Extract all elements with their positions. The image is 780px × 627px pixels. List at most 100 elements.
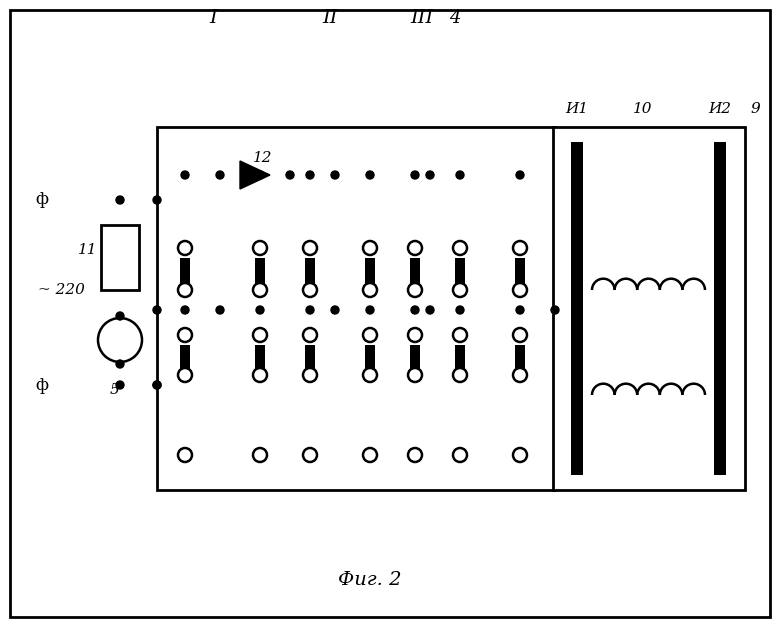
Circle shape bbox=[153, 196, 161, 204]
Bar bbox=[305, 345, 315, 369]
Bar bbox=[255, 345, 265, 369]
Text: 5: 5 bbox=[110, 383, 120, 397]
Bar bbox=[255, 258, 265, 284]
Circle shape bbox=[408, 283, 422, 297]
Circle shape bbox=[331, 171, 339, 179]
Circle shape bbox=[286, 171, 294, 179]
Bar bbox=[455, 345, 465, 369]
Text: 9: 9 bbox=[750, 102, 760, 116]
Text: ф: ф bbox=[36, 376, 48, 394]
Circle shape bbox=[178, 328, 192, 342]
Circle shape bbox=[411, 171, 419, 179]
Text: И1: И1 bbox=[566, 102, 588, 116]
Circle shape bbox=[408, 368, 422, 382]
Circle shape bbox=[181, 171, 189, 179]
Text: II: II bbox=[322, 9, 338, 27]
Circle shape bbox=[253, 448, 267, 462]
Circle shape bbox=[253, 283, 267, 297]
Circle shape bbox=[303, 368, 317, 382]
Circle shape bbox=[116, 196, 124, 204]
Circle shape bbox=[408, 241, 422, 255]
Bar bbox=[553, 127, 745, 490]
Circle shape bbox=[426, 171, 434, 179]
Bar bbox=[714, 142, 726, 475]
Circle shape bbox=[363, 328, 377, 342]
Circle shape bbox=[178, 448, 192, 462]
Circle shape bbox=[551, 306, 559, 314]
Circle shape bbox=[366, 171, 374, 179]
Circle shape bbox=[153, 381, 161, 389]
Circle shape bbox=[453, 368, 467, 382]
Text: I: I bbox=[209, 9, 217, 27]
Bar bbox=[515, 345, 525, 369]
Bar bbox=[365, 258, 375, 284]
Circle shape bbox=[453, 448, 467, 462]
Text: 4: 4 bbox=[449, 9, 461, 27]
Text: III: III bbox=[410, 9, 434, 27]
Circle shape bbox=[411, 306, 419, 314]
Bar bbox=[305, 258, 315, 284]
Circle shape bbox=[363, 241, 377, 255]
Text: И2: И2 bbox=[708, 102, 732, 116]
Circle shape bbox=[253, 328, 267, 342]
Text: 10: 10 bbox=[633, 102, 653, 116]
Circle shape bbox=[408, 328, 422, 342]
Circle shape bbox=[153, 306, 161, 314]
Circle shape bbox=[516, 306, 524, 314]
Circle shape bbox=[116, 360, 124, 368]
Circle shape bbox=[178, 241, 192, 255]
Circle shape bbox=[178, 283, 192, 297]
Circle shape bbox=[253, 241, 267, 255]
Circle shape bbox=[303, 241, 317, 255]
Circle shape bbox=[456, 171, 464, 179]
Circle shape bbox=[216, 171, 224, 179]
Circle shape bbox=[253, 368, 267, 382]
Polygon shape bbox=[240, 161, 270, 189]
Bar bbox=[180, 258, 190, 284]
Text: ф: ф bbox=[36, 191, 48, 209]
Circle shape bbox=[306, 306, 314, 314]
Circle shape bbox=[513, 368, 527, 382]
Text: 12: 12 bbox=[253, 151, 272, 165]
Circle shape bbox=[513, 448, 527, 462]
Bar bbox=[515, 258, 525, 284]
Circle shape bbox=[116, 381, 124, 389]
Circle shape bbox=[453, 241, 467, 255]
Circle shape bbox=[426, 306, 434, 314]
Circle shape bbox=[98, 318, 142, 362]
Bar bbox=[101, 225, 139, 290]
Circle shape bbox=[363, 368, 377, 382]
Circle shape bbox=[303, 448, 317, 462]
Bar bbox=[157, 127, 555, 490]
Text: Фиг. 2: Фиг. 2 bbox=[339, 571, 402, 589]
Bar bbox=[180, 345, 190, 369]
Circle shape bbox=[516, 171, 524, 179]
Circle shape bbox=[303, 283, 317, 297]
Circle shape bbox=[513, 241, 527, 255]
Circle shape bbox=[256, 306, 264, 314]
Circle shape bbox=[216, 306, 224, 314]
Bar bbox=[455, 258, 465, 284]
Circle shape bbox=[453, 283, 467, 297]
Circle shape bbox=[456, 306, 464, 314]
Bar bbox=[410, 345, 420, 369]
Bar bbox=[571, 142, 583, 475]
Bar bbox=[365, 345, 375, 369]
Circle shape bbox=[363, 448, 377, 462]
Text: 11: 11 bbox=[78, 243, 98, 257]
Circle shape bbox=[331, 306, 339, 314]
Circle shape bbox=[153, 381, 161, 389]
Circle shape bbox=[256, 171, 264, 179]
Circle shape bbox=[181, 306, 189, 314]
Circle shape bbox=[513, 283, 527, 297]
Text: ~ 220: ~ 220 bbox=[38, 283, 85, 297]
Circle shape bbox=[303, 328, 317, 342]
Circle shape bbox=[306, 171, 314, 179]
Bar bbox=[410, 258, 420, 284]
Circle shape bbox=[366, 306, 374, 314]
Circle shape bbox=[513, 328, 527, 342]
Circle shape bbox=[408, 448, 422, 462]
Circle shape bbox=[363, 283, 377, 297]
Circle shape bbox=[178, 368, 192, 382]
Circle shape bbox=[453, 328, 467, 342]
